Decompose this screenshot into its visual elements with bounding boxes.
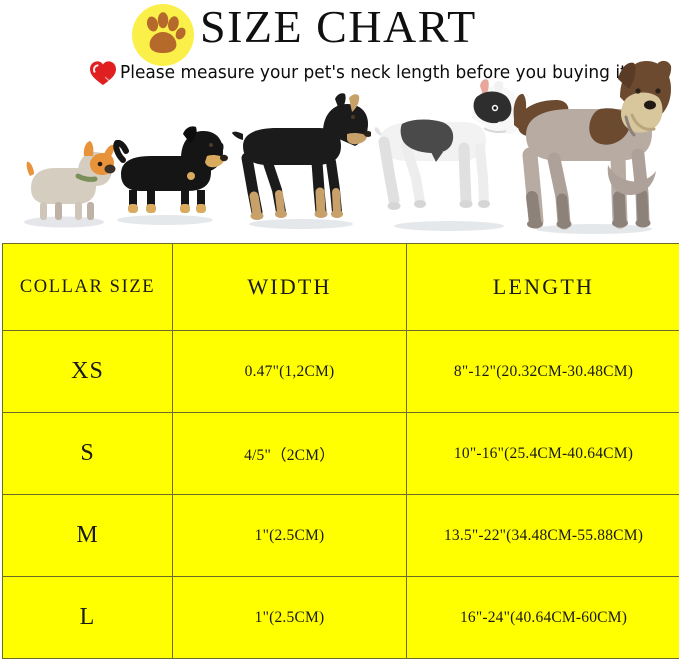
cell-width-l: 1"(2.5CM) [172,576,407,659]
cell-length-xs: 8"-12"(20.32CM-30.48CM) [406,330,679,413]
column-header-collar-size: COLLAR SIZE [2,243,173,331]
cell-width-m: 1"(2.5CM) [172,494,407,577]
dog-illustration-wirehaired [512,57,674,235]
dog-illustration-chihuahua [12,132,117,232]
dog-illustration-doberman [231,92,371,232]
heart-icon [88,59,118,87]
cell-width-s: 4/5"（2CM） [172,412,407,495]
cell-size-s: S [2,412,173,495]
cell-length-m: 13.5"-22"(34.48CM-55.88CM) [406,494,679,577]
instruction-text: Please measure your pet's neck length be… [120,63,633,83]
page-title: SIZE CHART [200,1,477,52]
table-row: M 1"(2.5CM) 13.5"-22"(34.48CM-55.88CM) [2,494,679,577]
header-banner: SIZE CHART Please measure your pet's nec… [0,0,679,243]
cell-size-l: L [2,576,173,659]
cell-length-s: 10"-16"(25.4CM-40.64CM) [406,412,679,495]
paw-print-icon [146,12,186,53]
table-header-row: COLLAR SIZE WIDTH LENGTH [2,243,679,331]
size-chart-table: COLLAR SIZE WIDTH LENGTH XS 0.47"(1,2CM)… [2,243,679,659]
table-row: XS 0.47"(1,2CM) 8"-12"(20.32CM-30.48CM) [2,330,679,413]
dog-illustration-dachshund [103,112,228,230]
table-row: S 4/5"（2CM） 10"-16"(25.4CM-40.64CM) [2,412,679,495]
column-header-width: WIDTH [172,243,407,331]
paw-print-badge [132,4,194,66]
column-header-length: LENGTH [406,243,679,331]
cell-size-xs: XS [2,330,173,413]
cell-length-l: 16"-24"(40.64CM-60CM) [406,576,679,659]
cell-width-xs: 0.47"(1,2CM) [172,330,407,413]
dog-illustration-bull-terrier [374,78,524,233]
cell-size-m: M [2,494,173,577]
table-row: L 1"(2.5CM) 16"-24"(40.64CM-60CM) [2,576,679,659]
